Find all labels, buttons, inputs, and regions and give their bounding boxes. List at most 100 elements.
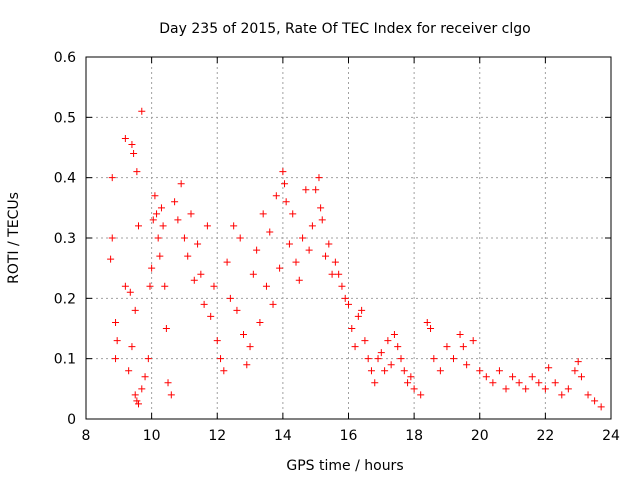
data-point <box>243 361 251 369</box>
x-tick-label: 24 <box>602 428 620 444</box>
data-point <box>226 294 234 302</box>
data-point <box>180 234 188 242</box>
x-tick-label: 10 <box>143 428 161 444</box>
x-tick-label: 8 <box>82 428 91 444</box>
data-point <box>154 234 162 242</box>
data-point <box>113 337 121 345</box>
data-point <box>404 379 412 387</box>
data-point <box>367 367 375 375</box>
data-point <box>266 228 274 236</box>
data-point <box>541 385 549 393</box>
data-point <box>450 355 457 363</box>
data-point <box>108 234 116 242</box>
data-point <box>256 318 264 326</box>
data-point <box>236 234 244 242</box>
data-point <box>476 367 484 375</box>
data-points <box>107 107 605 411</box>
data-point <box>584 391 592 399</box>
data-point <box>133 168 141 176</box>
data-point <box>361 337 369 345</box>
data-point <box>174 216 182 224</box>
data-point <box>121 282 129 290</box>
x-tick-label: 16 <box>340 428 358 444</box>
data-point <box>282 198 290 206</box>
data-point <box>338 282 346 290</box>
data-point <box>345 300 352 308</box>
x-axis-label: GPS time / hours <box>286 458 403 474</box>
y-tick-label: 0.4 <box>54 171 76 187</box>
data-point <box>133 397 141 405</box>
data-point <box>558 391 566 399</box>
data-point <box>443 343 451 351</box>
data-point <box>390 331 398 339</box>
data-point <box>184 252 192 260</box>
data-point <box>276 264 284 272</box>
data-point <box>253 246 261 254</box>
data-point <box>430 355 438 363</box>
data-point <box>545 364 553 372</box>
data-point <box>272 192 280 200</box>
data-point <box>302 186 310 194</box>
data-point <box>423 318 431 326</box>
data-point <box>427 325 435 332</box>
data-point <box>410 385 418 393</box>
x-tick-label: 20 <box>471 428 489 444</box>
data-point <box>295 276 303 284</box>
data-point <box>436 367 444 375</box>
data-point <box>522 385 530 393</box>
data-point <box>292 258 300 266</box>
data-point <box>515 379 523 387</box>
data-point <box>167 391 175 399</box>
y-tick-label: 0.2 <box>54 291 76 307</box>
data-point <box>322 252 330 260</box>
data-point <box>305 246 313 254</box>
data-point <box>207 312 215 320</box>
y-tick-label: 0.6 <box>54 50 76 66</box>
data-point <box>535 379 543 387</box>
data-point <box>131 391 139 399</box>
data-point <box>387 361 395 369</box>
y-tick-label: 0.3 <box>54 231 76 247</box>
data-point <box>358 306 366 314</box>
data-point <box>456 331 464 339</box>
data-point <box>400 367 408 375</box>
data-point <box>364 355 372 363</box>
data-point <box>318 216 326 224</box>
data-point <box>112 355 120 363</box>
data-point <box>187 210 195 218</box>
data-point <box>213 337 221 345</box>
data-point <box>279 168 287 176</box>
data-point <box>502 385 510 393</box>
data-point <box>171 198 179 206</box>
grid-lines <box>86 57 611 419</box>
data-point <box>564 385 572 393</box>
data-point <box>135 400 142 408</box>
data-point <box>151 192 159 200</box>
data-point <box>107 255 115 263</box>
data-point <box>146 282 154 290</box>
data-point <box>249 270 257 278</box>
data-point <box>551 379 559 387</box>
chart-title: Day 235 of 2015, Rate Of TEC Index for r… <box>159 21 530 37</box>
x-tick-label: 14 <box>274 428 292 444</box>
data-point <box>138 107 146 115</box>
data-point <box>159 222 167 230</box>
data-point <box>381 367 389 375</box>
data-point <box>354 312 362 320</box>
data-point <box>262 282 270 290</box>
data-point <box>108 174 116 182</box>
data-point <box>161 282 169 290</box>
axis-ticks: 8 10 12 14 16 18 20 22 24 0 0.1 0.2 0.3 0.4 0.5 0.6 <box>54 50 620 444</box>
data-point <box>509 373 517 381</box>
data-point <box>230 222 238 230</box>
data-point <box>112 318 120 326</box>
data-point <box>144 355 152 363</box>
data-point <box>574 358 582 366</box>
data-point <box>528 373 536 381</box>
data-point <box>315 174 323 182</box>
data-point <box>384 337 392 345</box>
data-point <box>126 288 134 296</box>
data-point <box>591 397 599 405</box>
data-point <box>130 150 138 158</box>
